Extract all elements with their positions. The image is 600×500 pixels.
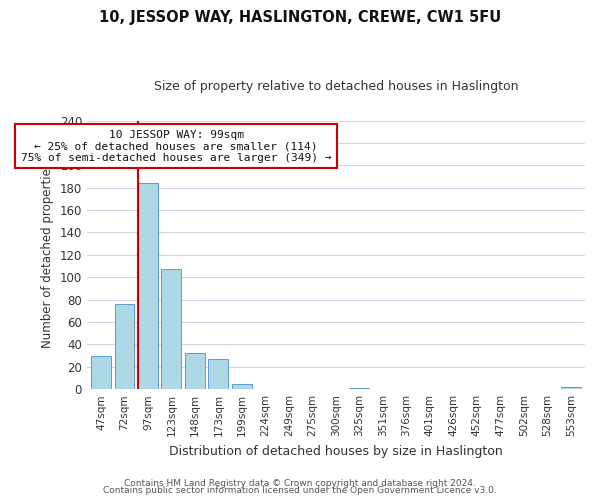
Y-axis label: Number of detached properties: Number of detached properties	[41, 162, 54, 348]
Bar	[561, 387, 581, 389]
Bar	[185, 354, 205, 389]
Text: 10 JESSOP WAY: 99sqm
← 25% of detached houses are smaller (114)
75% of semi-deta: 10 JESSOP WAY: 99sqm ← 25% of detached h…	[21, 130, 331, 162]
Text: 10, JESSOP WAY, HASLINGTON, CREWE, CW1 5FU: 10, JESSOP WAY, HASLINGTON, CREWE, CW1 5…	[99, 10, 501, 25]
Bar	[115, 304, 134, 389]
Bar	[138, 183, 158, 389]
Text: Contains public sector information licensed under the Open Government Licence v3: Contains public sector information licen…	[103, 486, 497, 495]
Bar	[91, 356, 111, 389]
Title: Size of property relative to detached houses in Haslington: Size of property relative to detached ho…	[154, 80, 518, 93]
Bar	[349, 388, 370, 389]
Text: Contains HM Land Registry data © Crown copyright and database right 2024.: Contains HM Land Registry data © Crown c…	[124, 478, 476, 488]
Bar	[232, 384, 252, 389]
Bar	[208, 359, 229, 389]
X-axis label: Distribution of detached houses by size in Haslington: Distribution of detached houses by size …	[169, 444, 503, 458]
Bar	[161, 270, 181, 389]
